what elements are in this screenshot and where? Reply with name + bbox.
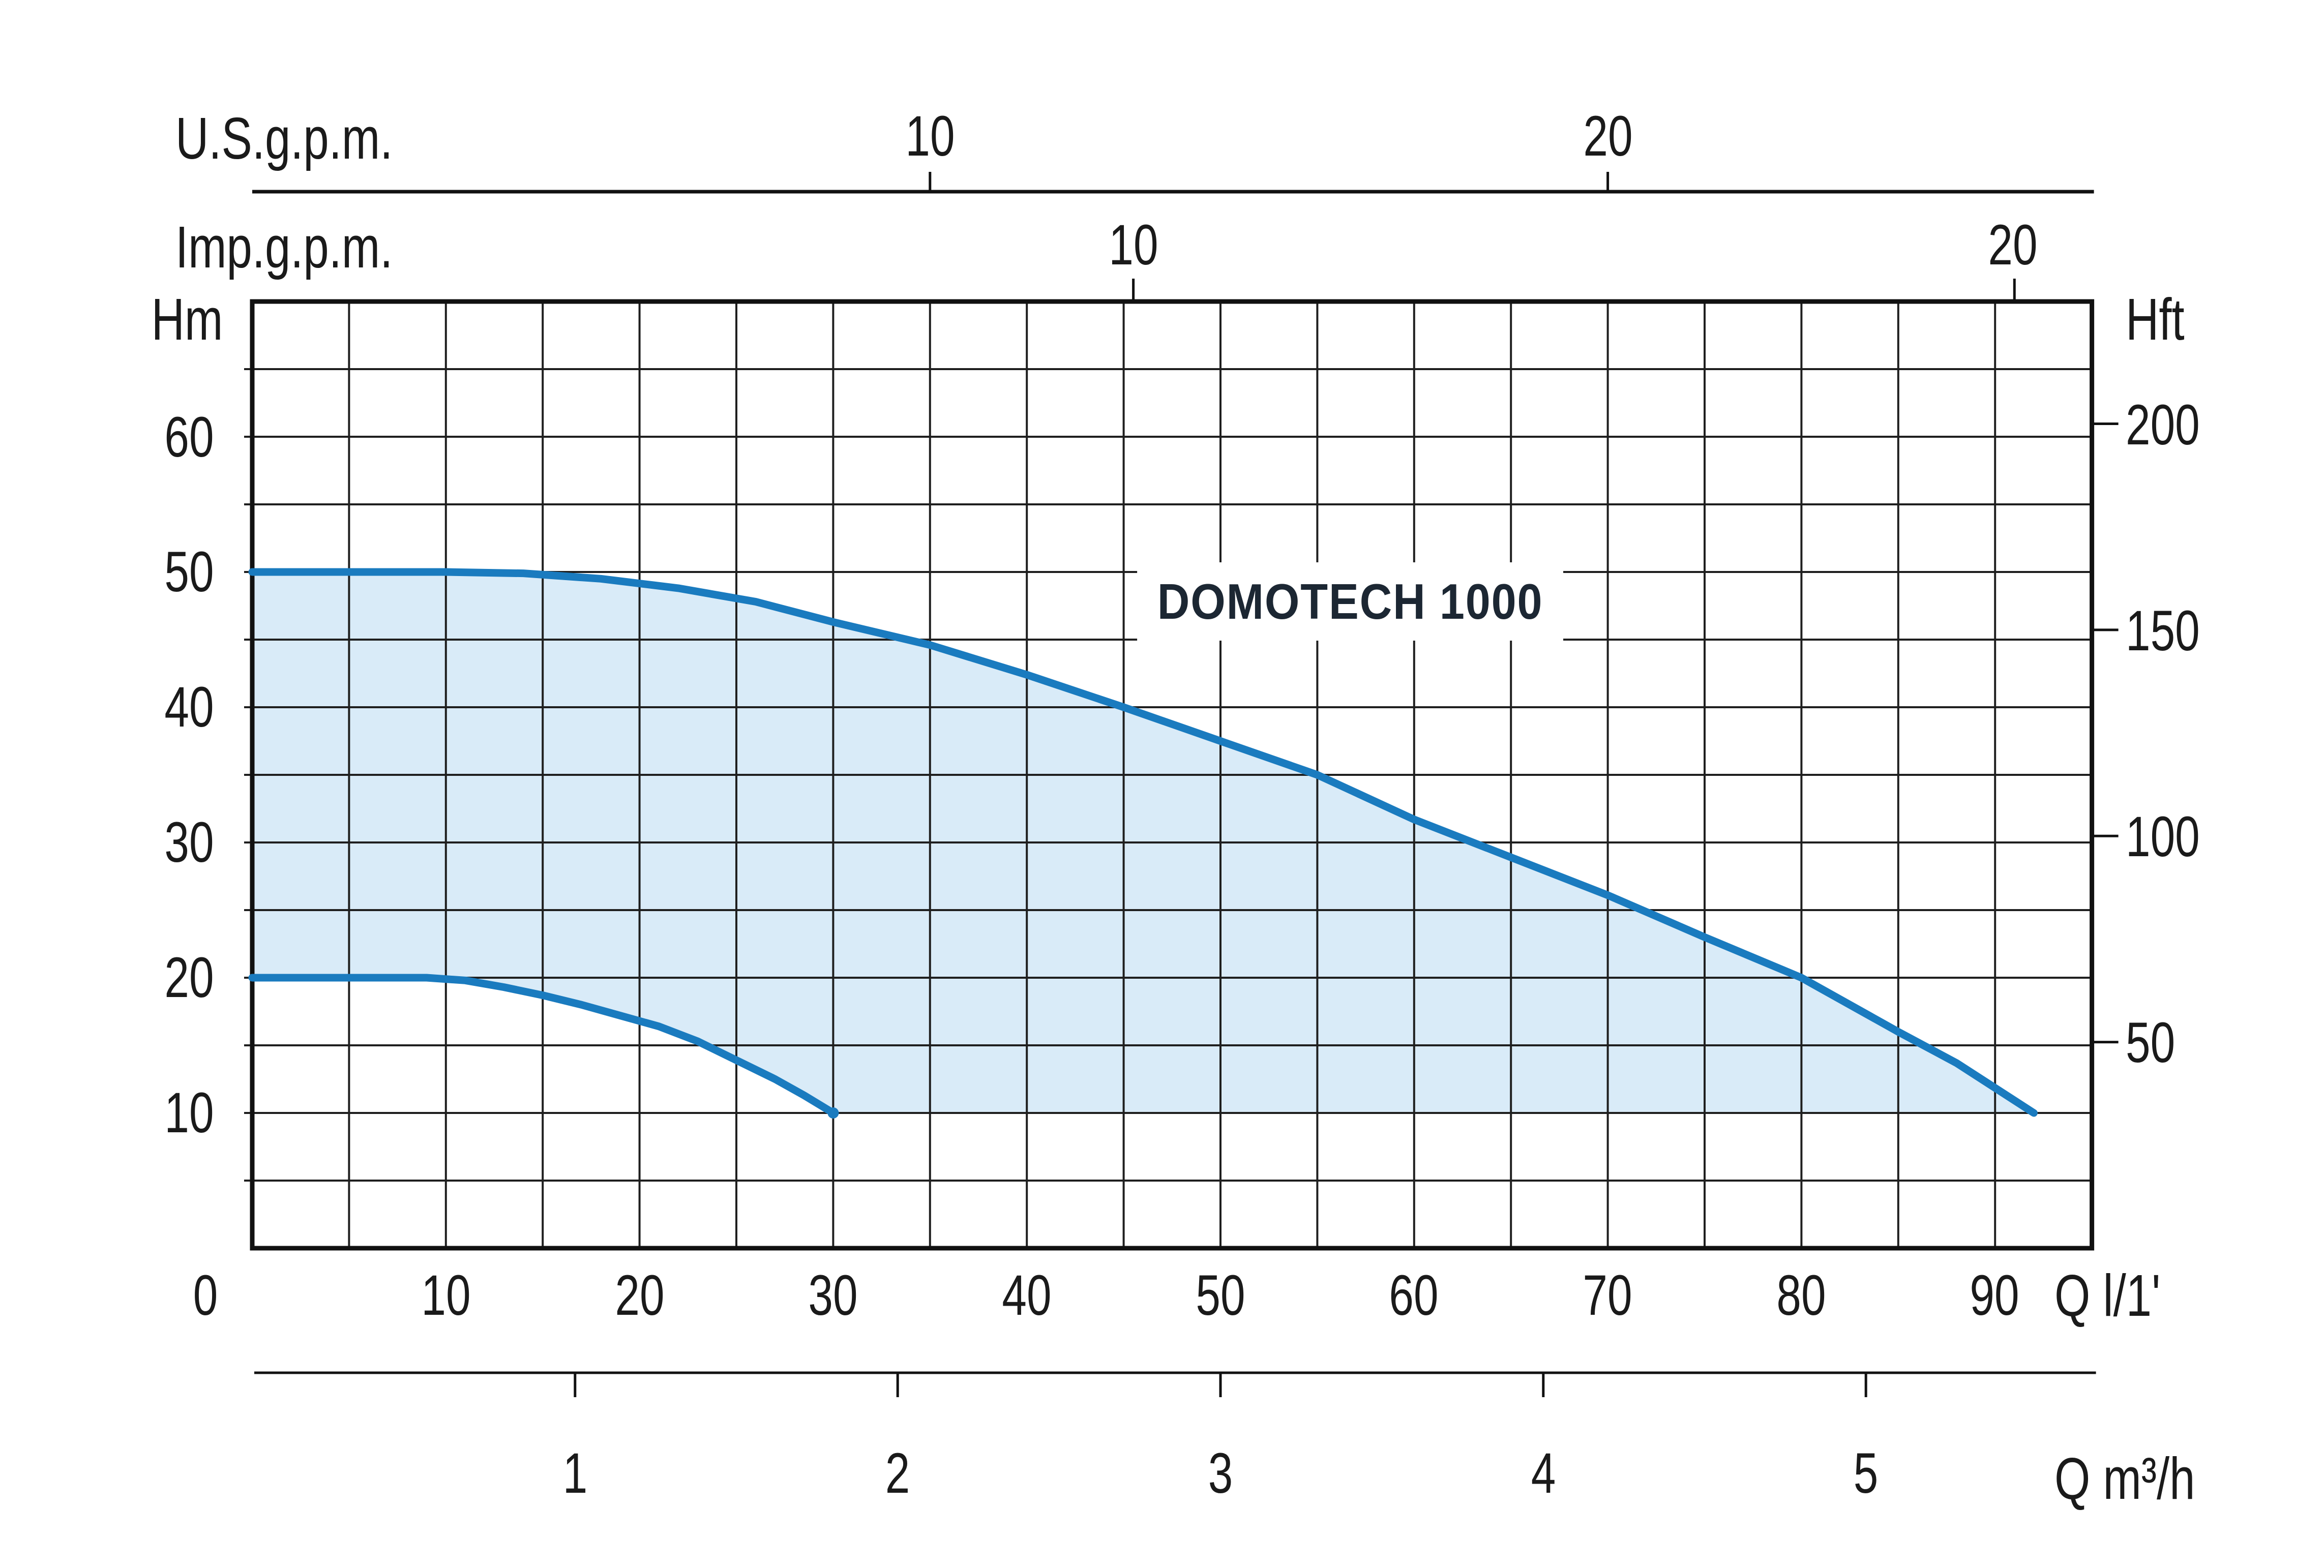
head-ft-axis-title: Hft	[2126, 286, 2185, 352]
q-lmin-tick-20: 20	[615, 1263, 665, 1327]
head-m-tick-20: 20	[164, 946, 214, 1009]
q-lmin-tick-70: 70	[1583, 1263, 1632, 1327]
head-m-tick-50: 50	[164, 540, 214, 604]
head-ft-tick-100: 100	[2126, 805, 2200, 868]
q-lmin-tick-60: 60	[1389, 1263, 1439, 1327]
imp-gpm-tick-label-10: 10	[1109, 213, 1158, 277]
us-gpm-tick-label-20: 20	[1583, 104, 1633, 168]
q-lmin-tick-40: 40	[1002, 1263, 1052, 1327]
head-ft-tick-50: 50	[2126, 1011, 2176, 1074]
q-lmin-tick-90: 90	[1970, 1263, 2019, 1327]
q-m3h-tick-3: 3	[1208, 1441, 1233, 1505]
q-m3h-tick-1: 1	[562, 1441, 588, 1505]
q-m3h-tick-5: 5	[1853, 1441, 1879, 1505]
head-ft-tick-200: 200	[2126, 393, 2200, 457]
us-gpm-tick-label-10: 10	[905, 104, 955, 168]
q-lmin-tick-10: 10	[421, 1263, 471, 1327]
chart-title: DOMOTECH 1000	[1137, 562, 1563, 641]
head-m-tick-10: 10	[164, 1081, 214, 1144]
head-m-tick-30: 30	[164, 810, 214, 874]
q-lmin-tick-50: 50	[1196, 1263, 1245, 1327]
head-m-tick-60: 60	[164, 405, 214, 469]
head-ft-tick-150: 150	[2126, 599, 2200, 662]
us-gpm-axis-title: U.S.g.p.m.	[175, 105, 393, 171]
q-lmin-tick-30: 30	[808, 1263, 858, 1327]
q-lmin-axis-title: Q l/1'	[2054, 1262, 2161, 1329]
head-m-tick-40: 40	[164, 675, 214, 739]
q-m3h-tick-2: 2	[885, 1441, 910, 1505]
q-lmin-tick-80: 80	[1776, 1263, 1826, 1327]
imp-gpm-axis-title: Imp.g.p.m.	[175, 214, 393, 280]
imp-gpm-tick-label-20: 20	[1988, 213, 2038, 277]
q-lmin-tick-0: 0	[193, 1263, 218, 1327]
q-m3h-tick-4: 4	[1531, 1441, 1556, 1505]
head-m-axis-title: Hm	[151, 286, 223, 352]
q-m3h-axis-title: Q m³/h	[2054, 1445, 2195, 1512]
